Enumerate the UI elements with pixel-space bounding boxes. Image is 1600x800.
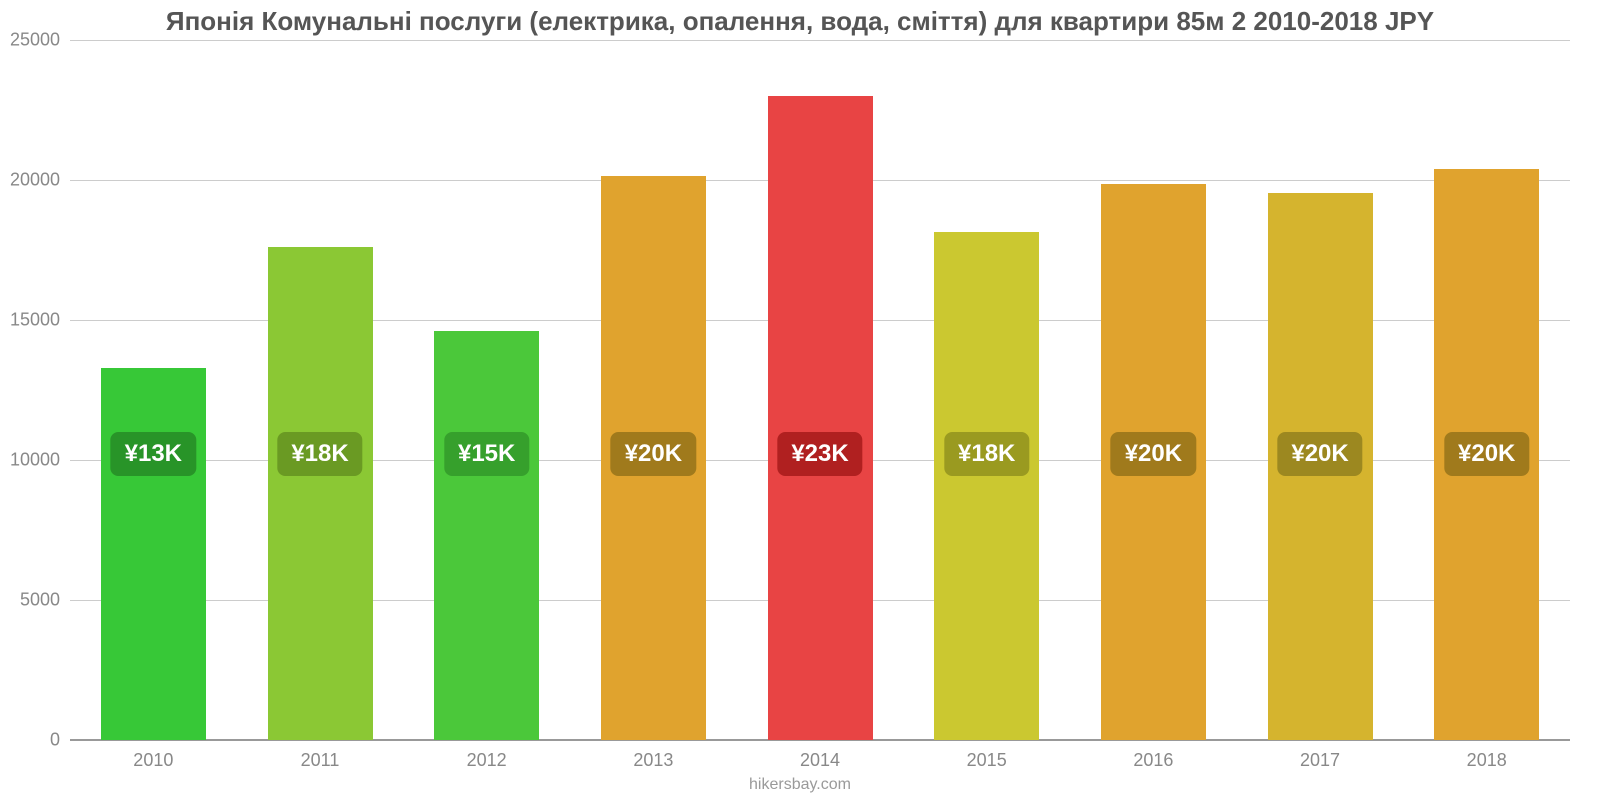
credit-text: hikersbay.com [0,776,1600,794]
bar-value-label: ¥20K [1277,432,1362,476]
bar-value-label: ¥18K [277,432,362,476]
y-tick-label: 25000 [10,30,70,51]
bar-slot: ¥13K2010 [70,40,237,740]
y-tick-label: 5000 [20,590,70,611]
bar-value-label: ¥20K [1444,432,1529,476]
bar-value-label: ¥23K [777,432,862,476]
bar-value-label: ¥13K [111,432,196,476]
bar: ¥13K [101,368,206,740]
bar: ¥18K [934,232,1039,740]
bar-slot: ¥20K2018 [1403,40,1570,740]
y-tick-label: 10000 [10,450,70,471]
x-tick-label: 2017 [1300,740,1340,771]
bar-slot: ¥20K2017 [1237,40,1404,740]
bar: ¥20K [1101,184,1206,740]
bar-value-label: ¥15K [444,432,529,476]
x-tick-label: 2013 [633,740,673,771]
x-tick-label: 2010 [133,740,173,771]
x-tick-label: 2012 [467,740,507,771]
bar-value-label: ¥20K [611,432,696,476]
chart-container: Японія Комунальні послуги (електрика, оп… [0,0,1600,800]
bar-slot: ¥20K2013 [570,40,737,740]
x-tick-label: 2011 [301,740,340,771]
bar: ¥20K [1268,193,1373,740]
bar: ¥18K [268,247,373,740]
bar: ¥20K [601,176,706,740]
x-tick-label: 2015 [967,740,1007,771]
y-tick-label: 0 [50,730,70,751]
bar: ¥23K [768,96,873,740]
bar: ¥20K [1434,169,1539,740]
bar-value-label: ¥18K [944,432,1029,476]
chart-title: Японія Комунальні послуги (електрика, оп… [0,0,1600,37]
x-tick-label: 2018 [1467,740,1507,771]
y-tick-label: 15000 [10,310,70,331]
x-tick-label: 2014 [800,740,840,771]
y-tick-label: 20000 [10,170,70,191]
bar-value-label: ¥20K [1111,432,1196,476]
bar-slot: ¥18K2015 [903,40,1070,740]
bars-group: ¥13K2010¥18K2011¥15K2012¥20K2013¥23K2014… [70,40,1570,740]
bar-slot: ¥20K2016 [1070,40,1237,740]
bar-slot: ¥15K2012 [403,40,570,740]
bar-slot: ¥23K2014 [737,40,904,740]
bar-slot: ¥18K2011 [237,40,404,740]
x-tick-label: 2016 [1133,740,1173,771]
plot-area: ¥13K2010¥18K2011¥15K2012¥20K2013¥23K2014… [70,40,1570,740]
bar: ¥15K [434,331,539,740]
